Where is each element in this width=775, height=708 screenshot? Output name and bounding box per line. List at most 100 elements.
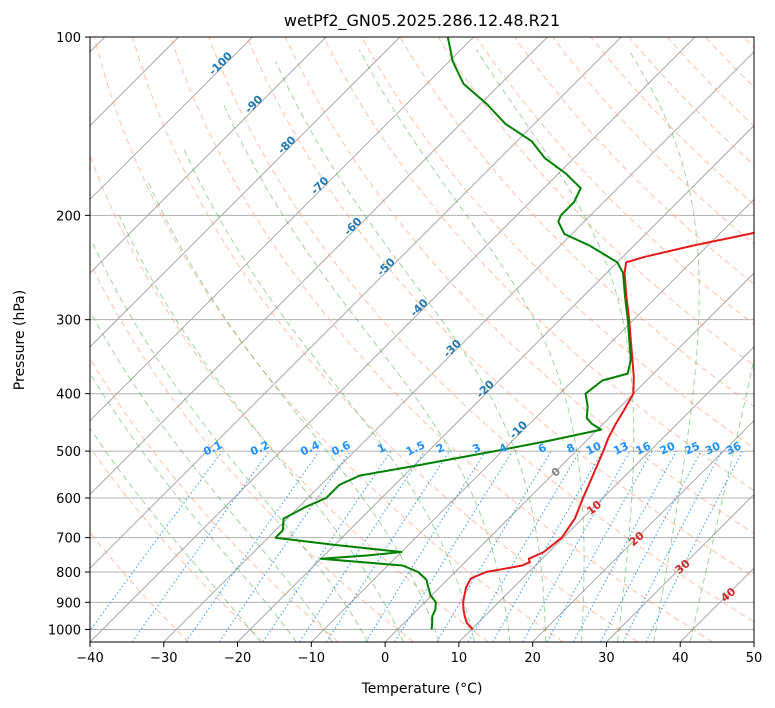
dry-adiabat-line	[90, 357, 339, 642]
mixing-ratio-line	[522, 450, 631, 642]
moist-adiabat-line	[147, 180, 440, 642]
dry-adiabat-line	[323, 37, 754, 492]
dry-adiabat-line	[132, 37, 639, 642]
mixing-ratio-line	[600, 450, 702, 642]
mixing-ratio-label: 16	[634, 439, 654, 457]
x-tick-label: 0	[381, 651, 389, 666]
mixing-ratio-line	[365, 450, 487, 642]
mixing-ratio-label: 30	[703, 439, 723, 457]
moist-adiabat-line	[90, 310, 333, 642]
isotherm-label: -60	[341, 215, 364, 238]
y-tick-label: 300	[56, 314, 81, 329]
mixing-ratio-line	[299, 450, 426, 642]
dry-adiabat-line	[705, 37, 754, 88]
mixing-ratio-line	[218, 450, 351, 642]
moist-adiabat-line	[628, 49, 700, 642]
dry-adiabat-line	[90, 531, 190, 642]
dry-adiabat-line	[208, 37, 754, 623]
y-tick-label: 500	[56, 445, 81, 460]
x-tick-label: −40	[76, 651, 103, 666]
x-tick-label: −30	[150, 651, 177, 666]
mixing-ratio-label: 20	[658, 439, 678, 457]
isotherm-label: -40	[408, 296, 431, 319]
dry-adiabat-line	[628, 37, 754, 166]
isotherm-line	[90, 37, 401, 348]
dry-adiabat-line	[246, 37, 754, 578]
dry-adiabat-line	[552, 37, 754, 245]
moist-adiabat-line	[90, 372, 297, 642]
x-tick-label: 30	[598, 651, 615, 666]
dry-adiabat-line	[513, 37, 754, 285]
isotherm-line	[679, 567, 754, 642]
moist-adiabat-line	[689, 356, 754, 642]
mixing-ratio-label: 0.2	[248, 438, 271, 458]
dry-adiabat-line	[284, 37, 754, 535]
mixing-ratio-line	[573, 450, 677, 642]
isotherm-label: -80	[275, 133, 298, 156]
mixing-ratio-label: 2	[434, 441, 446, 456]
moist-adiabat-line	[90, 427, 261, 642]
mixing-ratio-label: 0.6	[329, 438, 352, 458]
dry-adiabat-line	[93, 37, 564, 642]
dry-adiabat-line	[90, 262, 414, 642]
isotherm-label: -70	[308, 174, 331, 197]
isotherm-line	[458, 346, 754, 642]
x-tick-label: 10	[451, 651, 468, 666]
isotherm-label: -50	[374, 255, 397, 278]
temperature-profile-line	[462, 231, 754, 631]
x-tick-label: −10	[298, 651, 325, 666]
moist-adiabat-line	[275, 61, 547, 642]
isotherm-label: -100	[206, 49, 235, 78]
dry-adiabat-line	[90, 154, 489, 642]
isotherm-line	[90, 37, 475, 422]
mixing-ratio-label: 10	[584, 439, 604, 457]
mixing-ratio-label: 6	[536, 441, 549, 456]
isotherm-line	[384, 272, 754, 642]
isotherm-line	[90, 37, 696, 642]
isotherm-line	[606, 493, 754, 642]
x-axis-label: Temperature (°C)	[361, 681, 483, 697]
moist-adiabat-line	[475, 49, 635, 642]
mixing-ratio-line	[90, 450, 223, 632]
isotherm-line	[163, 51, 754, 642]
moist-adiabat-line	[118, 215, 405, 642]
adiabat-label: 40	[718, 585, 738, 605]
dry-adiabat-line	[90, 446, 265, 642]
mixing-ratio-line	[131, 450, 270, 642]
axes: −40 −30 −20 −10 0 10 20 30 40 5010020030040050060…	[48, 31, 762, 666]
dry-adiabat-line	[666, 37, 754, 127]
dewpoint-profile-line	[274, 37, 632, 630]
isotherm-line	[90, 37, 548, 496]
mixing-ratio-line	[185, 450, 320, 642]
x-tick-label: −20	[224, 651, 251, 666]
x-tick-label: 50	[746, 651, 763, 666]
y-tick-label: 400	[56, 388, 81, 403]
dry-adiabat-line	[399, 37, 754, 408]
isotherm-line	[237, 124, 754, 642]
y-tick-label: 200	[56, 209, 81, 224]
mixing-ratio-line	[394, 450, 513, 642]
plot-frame	[89, 36, 755, 643]
y-tick-label: 800	[56, 566, 81, 581]
isotherm-label: -30	[441, 337, 464, 360]
mixing-ratio-line	[546, 450, 653, 642]
mixing-ratio-label: 8	[565, 441, 577, 456]
y-tick-label: 900	[56, 596, 81, 611]
x-tick-label: 20	[524, 651, 541, 666]
mixing-ratio-label: 1	[375, 441, 387, 456]
y-tick-label: 700	[56, 532, 81, 547]
mixing-ratio-label: 0.1	[201, 438, 224, 458]
moist-adiabat-line	[223, 104, 511, 642]
isotherm-label: -10	[507, 418, 530, 441]
dry-adiabat-line	[743, 37, 754, 49]
y-axis-label: Pressure (hPa)	[12, 290, 28, 390]
isotherm-label: -20	[474, 377, 497, 400]
mixing-ratio-label: 36	[724, 439, 744, 457]
adiabat-label: 10	[584, 498, 604, 518]
y-tick-label: 1000	[48, 623, 81, 638]
isotherm-line	[753, 641, 754, 642]
mixing-ratio-label: 13	[611, 439, 630, 457]
y-tick-label: 600	[56, 492, 81, 507]
adiabat-label: 0	[549, 465, 563, 480]
